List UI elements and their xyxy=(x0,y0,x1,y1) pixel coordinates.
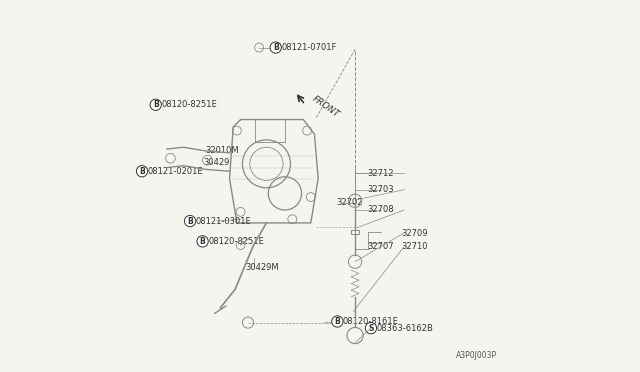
Text: 30429M: 30429M xyxy=(245,263,279,272)
Text: 08363-6162B: 08363-6162B xyxy=(376,324,433,333)
Text: 32702: 32702 xyxy=(337,198,363,207)
Text: 30429: 30429 xyxy=(204,157,230,167)
Text: B: B xyxy=(139,167,145,176)
Text: 08120-8161E: 08120-8161E xyxy=(343,317,399,326)
Text: 08121-0201E: 08121-0201E xyxy=(148,167,203,176)
Text: 32709: 32709 xyxy=(401,229,428,238)
Text: 08121-0701F: 08121-0701F xyxy=(281,43,337,52)
Text: S: S xyxy=(368,324,374,333)
Text: 32710: 32710 xyxy=(401,243,428,251)
Text: A3P0J003P: A3P0J003P xyxy=(456,350,497,359)
Text: B: B xyxy=(273,43,278,52)
Text: 32010M: 32010M xyxy=(205,147,239,155)
Text: FRONT: FRONT xyxy=(311,94,341,119)
Text: B: B xyxy=(187,217,193,225)
Text: 32708: 32708 xyxy=(367,205,394,215)
Text: 08120-8251E: 08120-8251E xyxy=(208,237,264,246)
Text: 32712: 32712 xyxy=(367,169,394,177)
Text: 32703: 32703 xyxy=(367,185,394,194)
Text: B: B xyxy=(335,317,340,326)
Text: 08120-8251E: 08120-8251E xyxy=(161,100,217,109)
Text: B: B xyxy=(200,237,205,246)
Text: 08121-0301E: 08121-0301E xyxy=(196,217,252,225)
Text: 32707: 32707 xyxy=(367,243,394,251)
Text: B: B xyxy=(153,100,159,109)
